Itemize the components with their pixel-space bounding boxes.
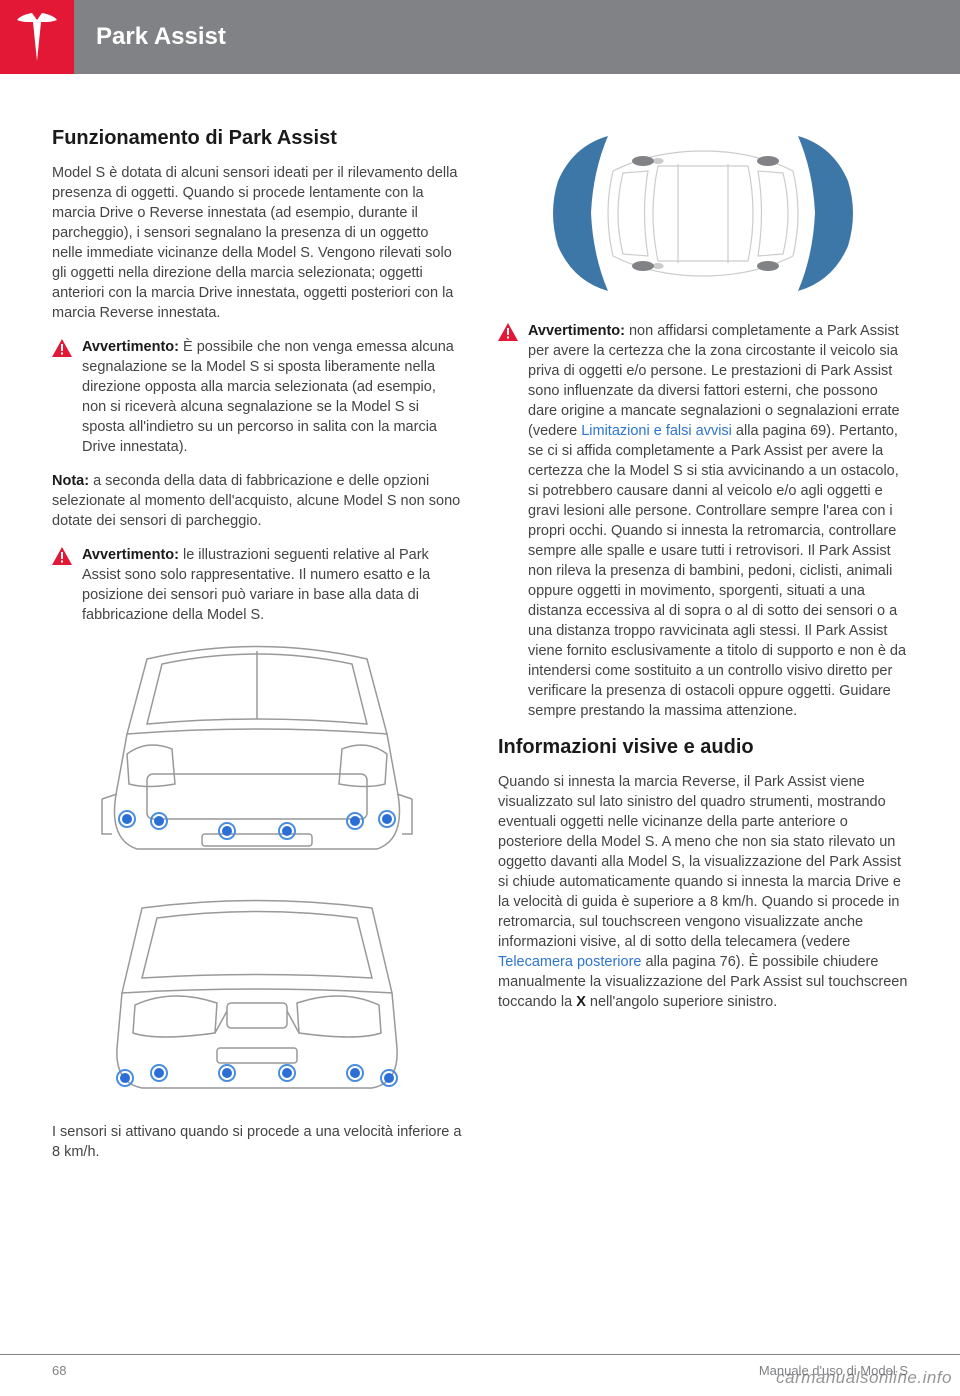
link-telecamera[interactable]: Telecamera posteriore (498, 954, 641, 970)
tesla-logo-box (0, 0, 74, 74)
header-title-box: Park Assist (74, 0, 960, 74)
warning-2: Avvertimento: le illustrazioni seguenti … (52, 545, 462, 625)
heading-informazioni: Informazioni visive e audio (498, 735, 908, 760)
warning-2-label: Avvertimento: (82, 547, 179, 563)
note-label: Nota: (52, 473, 89, 489)
warning-icon (52, 547, 72, 625)
warning-3-mid: alla pagina 69). Pertanto, se ci si affi… (528, 423, 906, 719)
watermark: carmanualsonline.info (776, 1368, 952, 1388)
left-column: Funzionamento di Park Assist Model S è d… (52, 126, 462, 1176)
heading-funzionamento: Funzionamento di Park Assist (52, 126, 462, 151)
content-area: Funzionamento di Park Assist Model S è d… (0, 74, 960, 1176)
page-number: 68 (52, 1363, 66, 1378)
warning-3-text: Avvertimento: non affidarsi completament… (528, 321, 908, 721)
right-column: Avvertimento: non affidarsi completament… (498, 126, 908, 1176)
warning-3-label: Avvertimento: (528, 323, 625, 339)
warning-3-pre: non affidarsi completamente a Park Assis… (528, 323, 900, 439)
car-rear-diagram (87, 893, 427, 1108)
warning-icon (498, 323, 518, 721)
info-pre: Quando si innesta la marcia Reverse, il … (498, 774, 901, 950)
warning-1-label: Avvertimento: (82, 339, 179, 355)
warning-1-text: Avvertimento: È possibile che non venga … (82, 337, 462, 457)
sensor-caption: I sensori si attivano quando si procede … (52, 1122, 462, 1162)
warning-2-text: Avvertimento: le illustrazioni seguenti … (82, 545, 462, 625)
intro-paragraph: Model S è dotata di alcuni sensori ideat… (52, 163, 462, 323)
car-top-diagram (503, 126, 903, 301)
warning-3: Avvertimento: non affidarsi completament… (498, 321, 908, 721)
header-bar: Park Assist (0, 0, 960, 74)
car-front-diagram (87, 639, 427, 879)
info-end: nell'angolo superiore sinistro. (586, 994, 777, 1010)
page-title: Park Assist (96, 23, 226, 51)
note-paragraph: Nota: a seconda della data di fabbricazi… (52, 471, 462, 531)
warning-1: Avvertimento: È possibile che non venga … (52, 337, 462, 457)
link-limitazioni[interactable]: Limitazioni e falsi avvisi (581, 423, 732, 439)
info-paragraph: Quando si innesta la marcia Reverse, il … (498, 772, 908, 1012)
tesla-logo-icon (17, 13, 57, 61)
warning-1-body: È possibile che non venga emessa alcuna … (82, 339, 454, 455)
warning-icon (52, 339, 72, 457)
info-x: X (576, 994, 586, 1010)
note-body: a seconda della data di fabbricazione e … (52, 473, 460, 529)
